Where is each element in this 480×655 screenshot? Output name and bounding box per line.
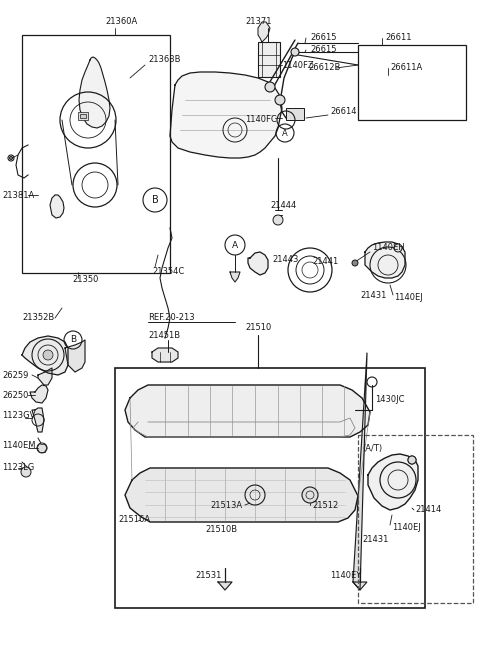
Polygon shape <box>353 353 367 590</box>
Text: A: A <box>282 128 288 138</box>
Text: 1430JC: 1430JC <box>375 396 405 405</box>
Text: 21512: 21512 <box>312 500 338 510</box>
Text: 26250: 26250 <box>2 390 28 400</box>
Text: 1140EJ: 1140EJ <box>392 523 421 533</box>
Polygon shape <box>38 368 52 385</box>
Text: 26611A: 26611A <box>390 64 422 73</box>
Polygon shape <box>30 385 48 403</box>
Polygon shape <box>152 348 178 362</box>
Text: 21354C: 21354C <box>152 267 184 276</box>
Text: 21441: 21441 <box>312 257 338 267</box>
Polygon shape <box>125 385 370 437</box>
Circle shape <box>394 244 402 252</box>
Text: 1140EM: 1140EM <box>2 441 36 449</box>
Polygon shape <box>218 582 232 590</box>
Text: 21431: 21431 <box>362 536 388 544</box>
Bar <box>258 42 280 77</box>
Bar <box>22 35 170 273</box>
Text: B: B <box>70 335 76 345</box>
Text: 21513A: 21513A <box>210 500 242 510</box>
Text: 26615: 26615 <box>310 33 336 43</box>
Bar <box>80 114 86 118</box>
Polygon shape <box>22 336 68 375</box>
Text: 1140FZ: 1140FZ <box>282 60 313 69</box>
Bar <box>115 368 425 608</box>
Polygon shape <box>65 340 85 372</box>
Polygon shape <box>125 468 358 522</box>
Text: 26614: 26614 <box>330 107 357 117</box>
Text: 1123GV: 1123GV <box>2 411 36 419</box>
Circle shape <box>273 215 283 225</box>
Circle shape <box>408 456 416 464</box>
Text: 21443: 21443 <box>272 255 299 265</box>
Text: 21352B: 21352B <box>22 314 54 322</box>
Text: 26615: 26615 <box>310 45 336 54</box>
Text: 1140FC: 1140FC <box>245 115 277 124</box>
Circle shape <box>352 260 358 266</box>
Bar <box>78 112 88 120</box>
Text: 21531: 21531 <box>195 571 221 580</box>
Text: 21371: 21371 <box>245 18 272 26</box>
Bar <box>286 108 304 120</box>
Text: (A/T): (A/T) <box>362 443 382 453</box>
Polygon shape <box>50 195 64 218</box>
Circle shape <box>408 456 416 464</box>
Text: 1123LG: 1123LG <box>2 464 34 472</box>
Text: 21381A: 21381A <box>2 191 34 200</box>
Polygon shape <box>79 57 110 128</box>
Text: 21444: 21444 <box>270 200 296 210</box>
Text: 26259: 26259 <box>2 371 28 379</box>
Polygon shape <box>248 252 268 275</box>
Polygon shape <box>32 408 44 432</box>
Text: 21363B: 21363B <box>148 56 180 64</box>
Text: 21510B: 21510B <box>205 525 237 534</box>
Circle shape <box>43 350 53 360</box>
Text: 1140EH: 1140EH <box>372 244 405 252</box>
Circle shape <box>21 467 31 477</box>
Text: 21414: 21414 <box>415 506 441 514</box>
Text: REF.20-213: REF.20-213 <box>148 314 194 322</box>
Text: 1140EY: 1140EY <box>330 571 361 580</box>
Text: 1140EJ: 1140EJ <box>394 293 423 303</box>
Circle shape <box>265 82 275 92</box>
Text: 21431: 21431 <box>360 291 386 299</box>
Text: 21510: 21510 <box>245 324 271 333</box>
Circle shape <box>291 48 299 56</box>
Polygon shape <box>353 582 367 590</box>
Polygon shape <box>368 454 418 510</box>
Circle shape <box>37 443 47 453</box>
Bar <box>358 45 466 120</box>
Text: 21350: 21350 <box>72 276 98 284</box>
Text: 21451B: 21451B <box>148 331 180 339</box>
Polygon shape <box>170 72 282 158</box>
Circle shape <box>10 157 12 160</box>
Polygon shape <box>365 242 405 278</box>
Text: A: A <box>232 240 238 250</box>
Bar <box>358 435 473 603</box>
Text: 21360A: 21360A <box>105 18 137 26</box>
Polygon shape <box>230 272 240 282</box>
Text: B: B <box>152 195 158 205</box>
Text: 26612B: 26612B <box>308 64 340 73</box>
Circle shape <box>275 95 285 105</box>
Text: 21516A: 21516A <box>118 515 150 525</box>
Text: 26611: 26611 <box>385 33 411 43</box>
Circle shape <box>302 487 318 503</box>
Polygon shape <box>258 22 270 42</box>
